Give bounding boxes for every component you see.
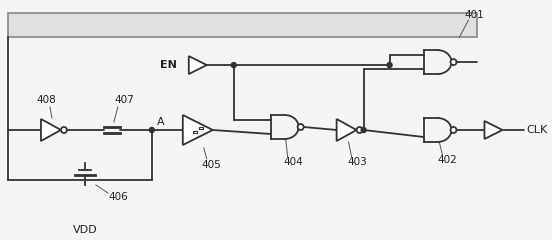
Polygon shape xyxy=(337,119,357,141)
Polygon shape xyxy=(41,119,61,141)
Circle shape xyxy=(298,124,304,130)
Circle shape xyxy=(231,63,236,67)
Polygon shape xyxy=(183,115,213,145)
Text: 401: 401 xyxy=(465,10,484,20)
Polygon shape xyxy=(189,56,207,74)
Bar xyxy=(8,13,477,37)
Text: 405: 405 xyxy=(202,160,222,170)
Text: EN: EN xyxy=(160,60,177,70)
Text: VDD: VDD xyxy=(73,225,97,235)
Circle shape xyxy=(61,127,67,133)
Text: 407: 407 xyxy=(114,95,134,105)
Circle shape xyxy=(387,63,392,67)
Circle shape xyxy=(150,127,155,132)
Polygon shape xyxy=(485,121,502,139)
Text: 406: 406 xyxy=(108,192,128,202)
Text: 402: 402 xyxy=(438,155,458,165)
Circle shape xyxy=(361,127,366,132)
Text: CLK: CLK xyxy=(527,125,548,135)
Text: 408: 408 xyxy=(36,95,56,105)
Circle shape xyxy=(450,127,457,133)
Text: 404: 404 xyxy=(284,157,304,167)
Circle shape xyxy=(450,59,457,65)
Text: A: A xyxy=(157,117,164,127)
Circle shape xyxy=(357,127,363,133)
Text: 403: 403 xyxy=(348,157,368,167)
